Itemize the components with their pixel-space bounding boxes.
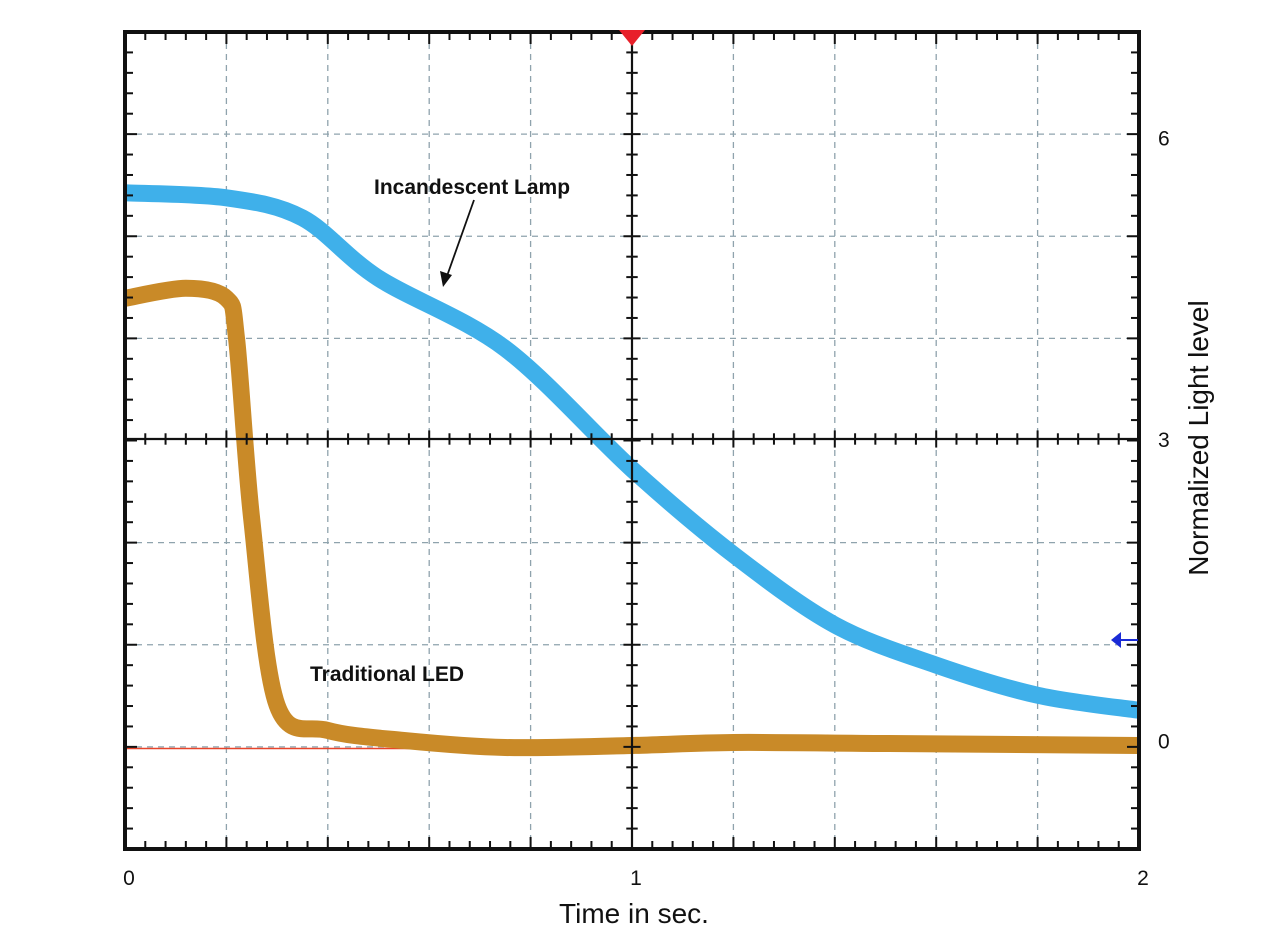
x-tick-label: 0 (123, 867, 135, 890)
y-tick-label: 3 (1158, 429, 1170, 452)
x-tick-label: 1 (630, 867, 642, 890)
annotation-arrowhead-icon (440, 271, 452, 287)
y-axis-title: Normalized Light level (1183, 300, 1214, 575)
annotation-arrow (446, 199, 475, 277)
y-tick-label: 0 (1158, 730, 1170, 753)
tick-labels: 0 1 2 0 3 6 (123, 128, 1170, 890)
incandescent-lamp-label: Incandescent Lamp (374, 176, 570, 199)
level-marker-arrowhead (1111, 631, 1121, 648)
trigger-marker-icon (619, 30, 645, 46)
x-axis-title: Time in sec. (559, 898, 709, 929)
y-tick-label: 6 (1158, 128, 1170, 151)
markers (619, 30, 1138, 648)
annotations: Incandescent Lamp Traditional LED (310, 176, 570, 686)
traditional-led-line (123, 279, 1140, 757)
plot-frame (123, 30, 1141, 851)
traditional-led-label: Traditional LED (310, 663, 464, 686)
x-tick-label: 2 (1137, 867, 1149, 890)
